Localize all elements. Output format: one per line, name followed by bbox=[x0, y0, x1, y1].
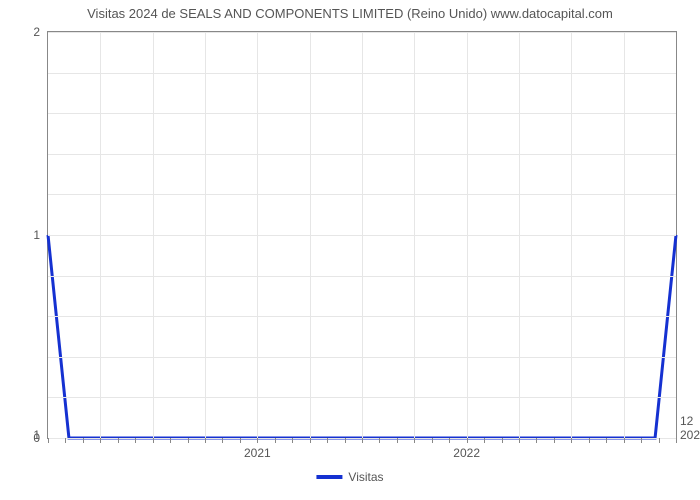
gridline-vertical bbox=[100, 32, 101, 438]
gridline-vertical bbox=[414, 32, 415, 438]
x-minor-tick bbox=[659, 438, 660, 443]
gridline-vertical bbox=[362, 32, 363, 438]
x-minor-tick bbox=[624, 438, 625, 443]
x-minor-tick bbox=[589, 438, 590, 443]
x-minor-tick bbox=[118, 438, 119, 443]
x-minor-tick bbox=[449, 438, 450, 443]
y-tick-label: 2 bbox=[33, 25, 48, 39]
x-minor-tick bbox=[100, 438, 101, 443]
x-minor-tick bbox=[65, 438, 66, 443]
x-minor-tick bbox=[379, 438, 380, 443]
gridline-vertical bbox=[257, 32, 258, 438]
x-minor-tick bbox=[554, 438, 555, 443]
chart-title: Visitas 2024 de SEALS AND COMPONENTS LIM… bbox=[0, 6, 700, 21]
x-minor-tick bbox=[48, 438, 49, 443]
x-minor-tick bbox=[519, 438, 520, 443]
x-minor-tick bbox=[205, 438, 206, 443]
legend-swatch bbox=[316, 475, 342, 479]
gridline-vertical bbox=[467, 32, 468, 438]
x-minor-tick bbox=[432, 438, 433, 443]
legend: Visitas bbox=[316, 470, 383, 484]
x-minor-tick bbox=[536, 438, 537, 443]
x-minor-tick bbox=[188, 438, 189, 443]
x-minor-tick bbox=[345, 438, 346, 443]
x-minor-tick bbox=[397, 438, 398, 443]
y-tick-label: 1 bbox=[33, 228, 48, 242]
chart-container: Visitas 2024 de SEALS AND COMPONENTS LIM… bbox=[0, 0, 700, 500]
gridline-vertical bbox=[205, 32, 206, 438]
gridline-vertical bbox=[310, 32, 311, 438]
x-minor-tick bbox=[484, 438, 485, 443]
x-minor-tick bbox=[502, 438, 503, 443]
x-minor-tick bbox=[292, 438, 293, 443]
x-minor-tick bbox=[327, 438, 328, 443]
gridline-vertical bbox=[519, 32, 520, 438]
x-axis-right-label: 12 202 bbox=[676, 414, 700, 442]
x-minor-tick bbox=[83, 438, 84, 443]
x-minor-tick bbox=[606, 438, 607, 443]
legend-label: Visitas bbox=[348, 470, 383, 484]
x-minor-tick bbox=[240, 438, 241, 443]
x-minor-tick bbox=[135, 438, 136, 443]
gridline-vertical bbox=[571, 32, 572, 438]
gridline-vertical bbox=[153, 32, 154, 438]
x-minor-tick bbox=[153, 438, 154, 443]
x-minor-tick bbox=[222, 438, 223, 443]
x-minor-tick bbox=[641, 438, 642, 443]
x-minor-tick bbox=[467, 438, 468, 443]
x-minor-tick bbox=[257, 438, 258, 443]
gridline-vertical bbox=[624, 32, 625, 438]
x-minor-tick bbox=[170, 438, 171, 443]
x-minor-tick bbox=[310, 438, 311, 443]
x-minor-tick bbox=[414, 438, 415, 443]
x-minor-tick bbox=[362, 438, 363, 443]
x-axis-left-label: 1 bbox=[33, 428, 48, 442]
plot-area: 01220212022112 202 bbox=[48, 32, 676, 438]
x-minor-tick bbox=[571, 438, 572, 443]
x-minor-tick bbox=[275, 438, 276, 443]
